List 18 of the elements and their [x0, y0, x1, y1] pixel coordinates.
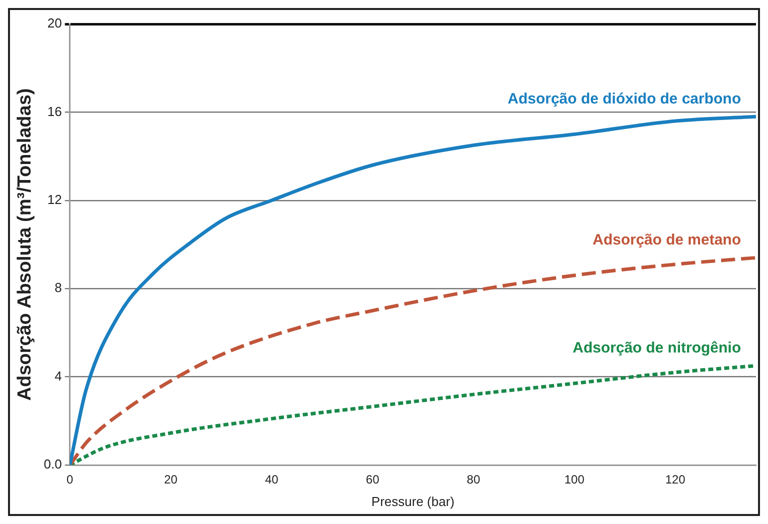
y-tick-label: 12	[47, 192, 62, 207]
y-tick-label: 20	[47, 16, 62, 31]
y-tick-label: 8	[54, 280, 62, 296]
x-tick-label: 60	[366, 472, 380, 487]
series-label: Adsorção de nitrogênio	[572, 339, 741, 356]
x-tick-label: 20	[164, 472, 178, 487]
y-tick-label: 16	[47, 104, 62, 119]
x-axis-title: Pressure (bar)	[371, 494, 454, 509]
x-tick-label: 100	[564, 472, 585, 487]
y-tick-label: 0.0	[44, 456, 62, 472]
y-tick-label: 4	[54, 368, 62, 384]
x-tick-label: 40	[264, 472, 279, 487]
y-axis-title: Adsorção Absoluta (m³/Toneladas)	[14, 88, 36, 401]
x-tick-label: 0	[66, 472, 74, 487]
series-label: Adsorção de metano	[592, 231, 741, 248]
series-label: Adsorção de dióxido de carbono	[508, 90, 741, 108]
x-tick-label: 80	[466, 472, 480, 487]
x-tick-label: 120	[665, 472, 686, 487]
